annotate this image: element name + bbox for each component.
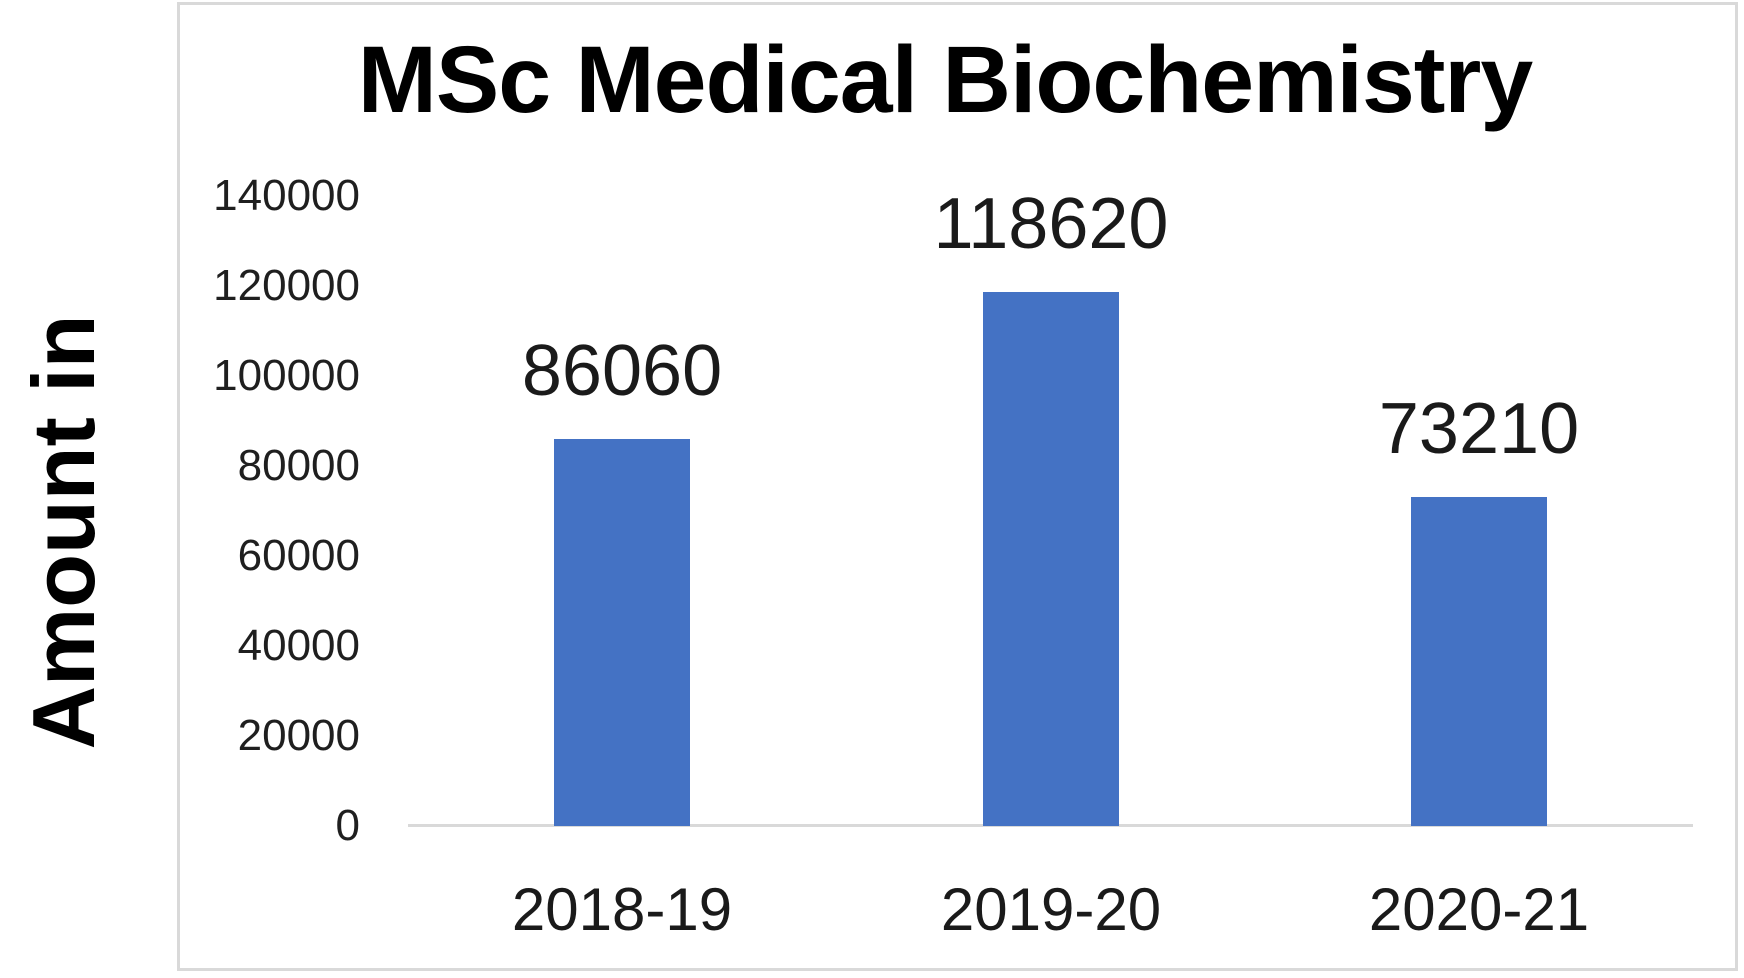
y-tick-label: 100000 [213,351,360,400]
y-tick-label: 140000 [213,171,360,220]
chart-title: MSc Medical Biochemistry [357,27,1533,133]
bar-value-label: 118620 [933,184,1169,264]
x-tick-label: 2018-19 [511,876,733,943]
y-tick-label: 60000 [237,531,360,580]
bar [554,439,690,826]
y-tick-label: 120000 [213,261,360,310]
y-axis-title: Amount in [14,314,113,750]
bar-value-label: 73210 [1378,389,1580,469]
bar [983,292,1119,826]
bar [1411,497,1547,826]
y-tick-label: 80000 [237,441,360,490]
x-tick-label: 2020-21 [1368,876,1590,943]
bar-value-label: 86060 [521,331,723,411]
y-tick-label: 20000 [237,711,360,760]
y-tick-label: 40000 [237,621,360,670]
x-tick-label: 2019-20 [940,876,1162,943]
y-tick-label: 0 [335,801,360,850]
